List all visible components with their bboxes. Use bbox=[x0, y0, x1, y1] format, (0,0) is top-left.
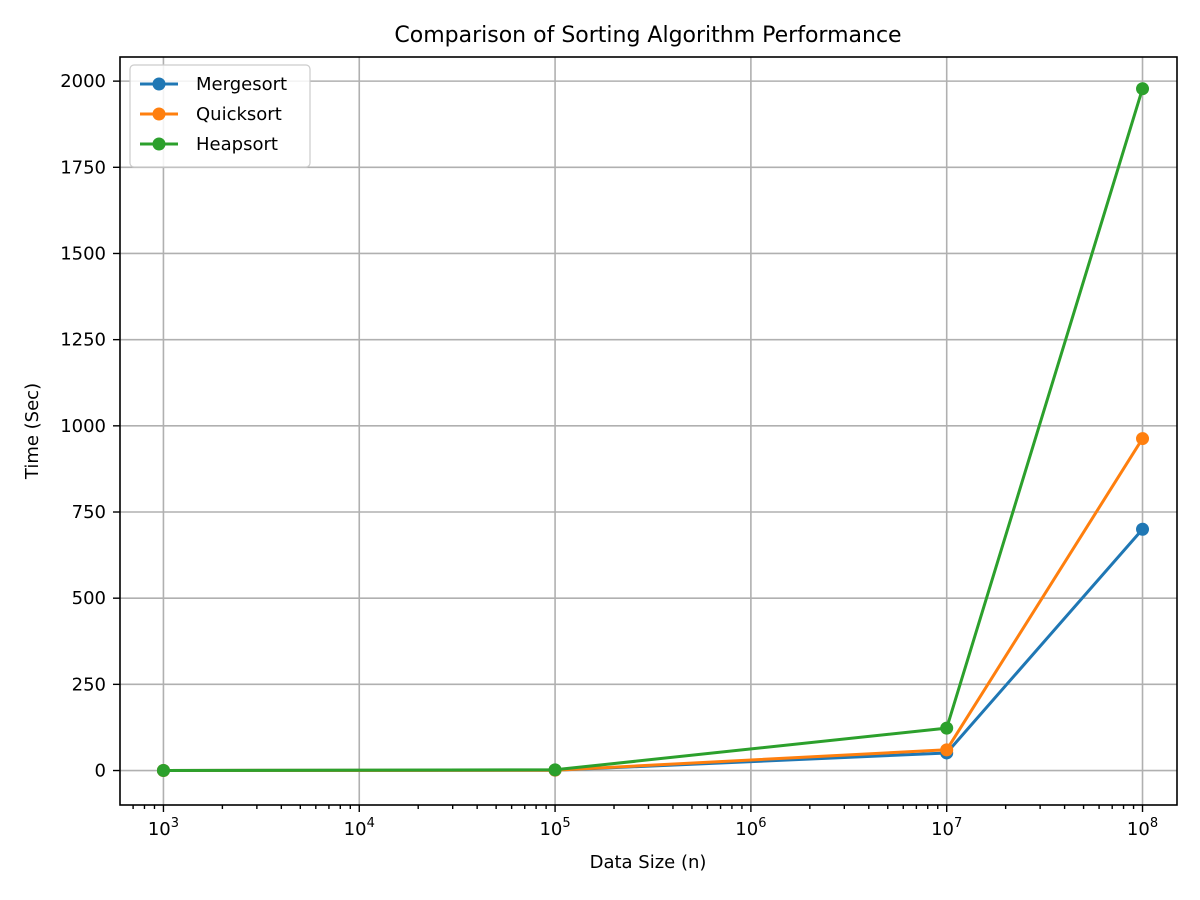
y-tick-label: 1500 bbox=[60, 243, 106, 264]
x-tick-label: 104 bbox=[344, 816, 375, 840]
y-tick-label: 2000 bbox=[60, 71, 106, 92]
x-tick-label: 108 bbox=[1127, 816, 1158, 840]
series-layer bbox=[156, 82, 1150, 777]
legend-box bbox=[129, 64, 311, 168]
x-tick-label: 103 bbox=[148, 816, 179, 840]
grid-layer bbox=[120, 57, 1177, 805]
x-tick-label: 105 bbox=[539, 816, 570, 840]
y-tick-label: 500 bbox=[72, 588, 106, 609]
legend-mergesort-marker bbox=[152, 77, 166, 91]
legend-quicksort-marker bbox=[152, 107, 166, 121]
x-tick-label: 106 bbox=[735, 816, 766, 840]
tick-layer: 103 104 105 106 107 108 0 250 500 750 1000 1250 1500… bbox=[60, 71, 1158, 840]
plot-frame bbox=[119, 56, 1178, 806]
quicksort-point bbox=[940, 743, 954, 757]
legend-heapsort-marker bbox=[152, 137, 166, 151]
heapsort-point bbox=[1136, 82, 1150, 96]
y-tick-label: 250 bbox=[72, 674, 106, 695]
y-axis-label: Time (Sec) bbox=[22, 383, 43, 480]
chart-title: Comparison of Sorting Algorithm Performa… bbox=[394, 23, 901, 48]
legend: Mergesort Quicksort Heapsort bbox=[129, 64, 311, 168]
y-tick-label: 1750 bbox=[60, 157, 106, 178]
legend-quicksort-label: Quicksort bbox=[196, 104, 282, 125]
x-tick-label: 107 bbox=[931, 816, 962, 840]
x-axis-label: Data Size (n) bbox=[590, 852, 707, 873]
heapsort-point bbox=[548, 763, 562, 777]
heapsort-point bbox=[940, 721, 954, 735]
y-tick-label: 750 bbox=[72, 502, 106, 523]
quicksort-line bbox=[163, 437, 1144, 772]
heapsort-line bbox=[163, 88, 1144, 772]
heapsort-point bbox=[156, 763, 170, 777]
y-tick-label: 0 bbox=[95, 761, 106, 782]
y-tick-label: 1250 bbox=[60, 330, 106, 351]
legend-mergesort-label: Mergesort bbox=[196, 74, 287, 95]
legend-heapsort-label: Heapsort bbox=[196, 134, 278, 155]
y-tick-label: 1000 bbox=[60, 416, 106, 437]
quicksort-point bbox=[1136, 432, 1150, 446]
mergesort-point bbox=[1136, 522, 1150, 536]
